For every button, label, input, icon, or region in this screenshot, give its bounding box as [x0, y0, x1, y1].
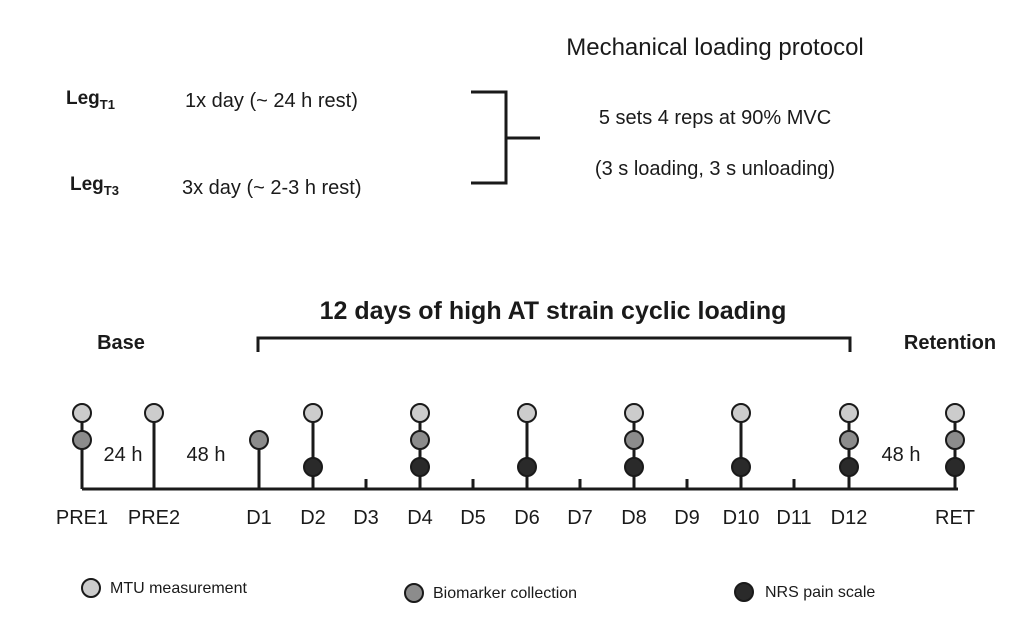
day-d10: D10	[723, 403, 760, 529]
protocol-title: Mechanical loading protocol	[566, 34, 864, 61]
loading-title: 12 days of high AT strain cyclic loading	[320, 297, 787, 325]
day-d10-label: D10	[723, 507, 760, 529]
day-d12-bio-marker	[839, 430, 859, 450]
day-d8-mtu-marker	[624, 403, 644, 423]
day-d1: D1	[246, 430, 272, 529]
day-ret: RET	[935, 403, 975, 529]
day-d5-label: D5	[460, 507, 486, 529]
leg-t1-frequency: 1x day (~ 24 h rest)	[185, 90, 358, 112]
day-ret-mtu-marker	[945, 403, 965, 423]
day-d12-nrs-marker	[839, 457, 859, 477]
day-d8-nrs-marker	[624, 457, 644, 477]
day-pre1: PRE1	[56, 403, 108, 529]
day-d2: D2	[300, 403, 326, 529]
day-d2-label: D2	[300, 507, 326, 529]
protocol-bracket	[471, 90, 540, 185]
legend-mtu-marker	[81, 578, 101, 598]
day-d6-mtu-marker	[517, 403, 537, 423]
legend-bio-label: Biomarker collection	[433, 585, 577, 602]
day-d4-mtu-marker	[410, 403, 430, 423]
legend-nrs-label: NRS pain scale	[765, 584, 875, 601]
day-ret-label: RET	[935, 507, 975, 529]
day-d12-label: D12	[831, 507, 868, 529]
legend-nrs-marker	[734, 582, 754, 602]
day-d5: D5	[460, 479, 486, 529]
day-d4-bio-marker	[410, 430, 430, 450]
day-d6-nrs-marker	[517, 457, 537, 477]
day-d1-label: D1	[246, 507, 272, 529]
day-d2-nrs-marker	[303, 457, 323, 477]
day-d12: D12	[831, 403, 868, 529]
loading-bracket	[256, 336, 852, 352]
day-pre1-mtu-marker	[72, 403, 92, 423]
day-d8: D8	[621, 403, 647, 529]
day-d7: D7	[567, 479, 593, 529]
sets-text: 5 sets 4 reps at 90% MVC	[599, 107, 831, 129]
day-d6: D6	[514, 403, 540, 529]
day-d10-nrs-marker	[731, 457, 751, 477]
day-d3-label: D3	[353, 507, 379, 529]
day-pre2-label: PRE2	[128, 507, 180, 529]
day-d12-mtu-marker	[839, 403, 859, 423]
leg-t1-label: LegT1	[66, 88, 115, 112]
legend-bio-marker	[404, 583, 424, 603]
timing-text: (3 s loading, 3 s unloading)	[595, 158, 835, 180]
leg-t3-frequency: 3x day (~ 2-3 h rest)	[182, 177, 362, 199]
timeline-days: PRE1 PRE2 D1 D2 D3 D4 D5 D6 D7 D8 D9 D10 D11 D12 RET	[56, 403, 975, 529]
day-d8-bio-marker	[624, 430, 644, 450]
legend: MTU measurement Biomarker collection NRS…	[81, 578, 875, 603]
day-ret-nrs-marker	[945, 457, 965, 477]
day-d11-label: D11	[776, 507, 811, 529]
retention-label: Retention	[904, 332, 996, 354]
day-pre2: PRE2	[128, 403, 180, 529]
interval-24h: 24 h	[104, 444, 143, 466]
day-d10-mtu-marker	[731, 403, 751, 423]
base-label: Base	[97, 332, 145, 354]
day-d11: D11	[776, 479, 812, 529]
day-d1-bio-marker	[249, 430, 269, 450]
interval-48h-pre: 48 h	[187, 444, 226, 466]
day-d4: D4	[407, 403, 433, 529]
day-d2-mtu-marker	[303, 403, 323, 423]
day-d7-label: D7	[567, 507, 593, 529]
day-d4-nrs-marker	[410, 457, 430, 477]
day-d4-label: D4	[407, 507, 433, 529]
day-d9: D9	[674, 479, 700, 529]
day-pre2-mtu-marker	[144, 403, 164, 423]
day-pre1-label: PRE1	[56, 507, 108, 529]
legend-mtu-label: MTU measurement	[110, 580, 247, 597]
day-ret-bio-marker	[945, 430, 965, 450]
day-d6-label: D6	[514, 507, 540, 529]
day-d9-label: D9	[674, 507, 700, 529]
interval-48h-post: 48 h	[882, 444, 921, 466]
day-pre1-bio-marker	[72, 430, 92, 450]
day-d8-label: D8	[621, 507, 647, 529]
day-d3: D3	[353, 479, 379, 529]
leg-t3-label: LegT3	[70, 174, 119, 198]
